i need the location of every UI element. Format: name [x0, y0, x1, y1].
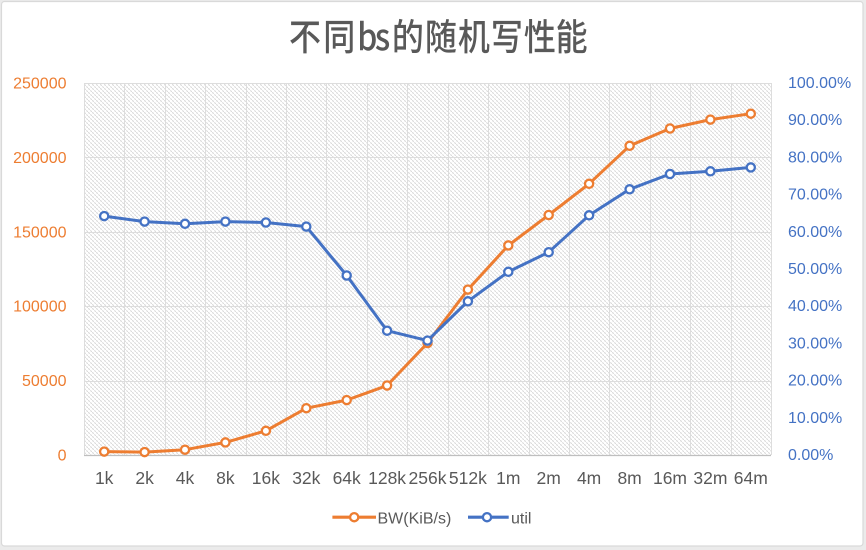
svg-text:128k: 128k: [368, 468, 406, 488]
svg-text:100000: 100000: [13, 299, 66, 316]
svg-text:20.00%: 20.00%: [788, 373, 842, 390]
svg-text:2k: 2k: [135, 468, 154, 488]
svg-text:60.00%: 60.00%: [788, 224, 842, 241]
svg-text:70.00%: 70.00%: [788, 187, 842, 204]
svg-text:BW(KiB/s): BW(KiB/s): [378, 511, 452, 528]
svg-text:64m: 64m: [734, 468, 768, 488]
svg-text:64k: 64k: [333, 468, 361, 488]
svg-text:1m: 1m: [496, 468, 520, 488]
svg-text:16m: 16m: [653, 468, 687, 488]
svg-text:1k: 1k: [95, 468, 114, 488]
svg-text:10.00%: 10.00%: [788, 410, 842, 427]
svg-text:250000: 250000: [13, 76, 66, 93]
svg-text:80.00%: 80.00%: [788, 149, 842, 166]
svg-text:90.00%: 90.00%: [788, 112, 842, 129]
svg-text:100.00%: 100.00%: [788, 75, 851, 92]
svg-text:32m: 32m: [693, 468, 727, 488]
svg-text:40.00%: 40.00%: [788, 298, 842, 315]
svg-text:4m: 4m: [577, 468, 601, 488]
svg-text:50000: 50000: [22, 373, 67, 390]
svg-text:0.00%: 0.00%: [788, 447, 833, 464]
svg-text:30.00%: 30.00%: [788, 335, 842, 352]
svg-text:256k: 256k: [409, 468, 447, 488]
svg-text:512k: 512k: [449, 468, 487, 488]
svg-text:8m: 8m: [617, 468, 641, 488]
svg-text:2m: 2m: [537, 468, 561, 488]
svg-text:16k: 16k: [252, 468, 280, 488]
svg-text:4k: 4k: [176, 468, 195, 488]
svg-text:util: util: [511, 511, 531, 528]
svg-text:200000: 200000: [13, 150, 66, 167]
svg-text:50.00%: 50.00%: [788, 261, 842, 278]
svg-text:32k: 32k: [292, 468, 320, 488]
svg-text:8k: 8k: [216, 468, 235, 488]
svg-text:0: 0: [58, 448, 67, 465]
svg-text:150000: 150000: [13, 224, 66, 241]
